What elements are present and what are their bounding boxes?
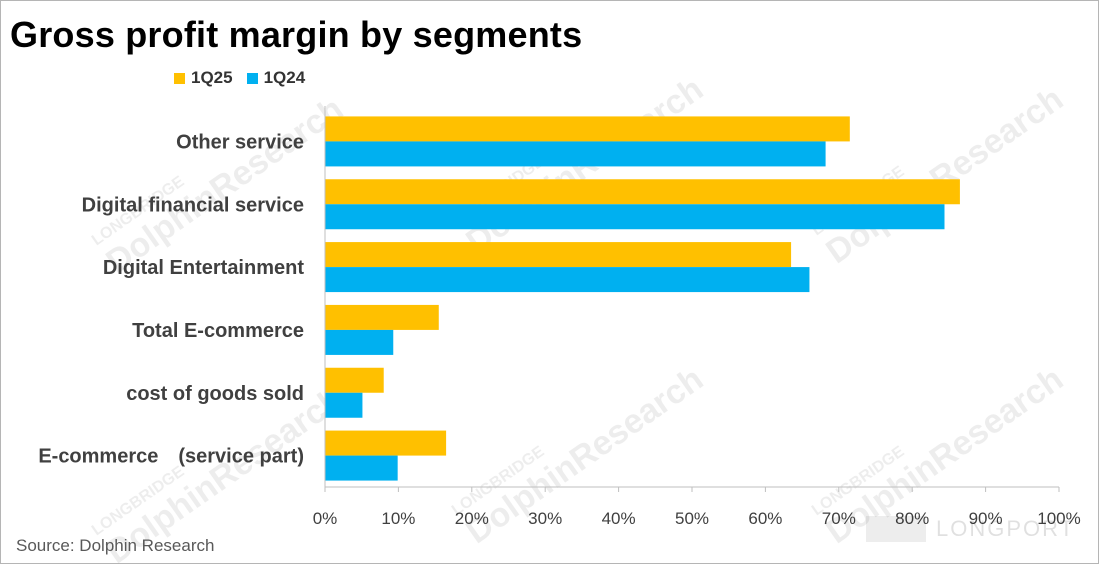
x-tick-label: 90%	[969, 509, 1003, 528]
legend-item-1q24: 1Q24	[246, 68, 306, 88]
x-tick-label: 10%	[381, 509, 415, 528]
bar-1q24-2	[325, 267, 810, 293]
source-note: Source: Dolphin Research	[16, 536, 215, 555]
bar-1q25-3	[325, 304, 439, 330]
x-tick-label: 100%	[1037, 509, 1080, 528]
logo-text: LONGPORT	[936, 516, 1076, 541]
category-label: cost of goods sold	[126, 383, 304, 405]
x-tick-label: 60%	[748, 509, 782, 528]
legend-swatch-1q24	[246, 72, 258, 84]
bar-1q25-4	[325, 367, 384, 393]
legend-swatch-1q25	[174, 72, 185, 84]
legend: 1Q25 1Q24	[174, 68, 305, 88]
x-tick-label: 0%	[313, 509, 338, 528]
legend-item-1q25: 1Q25	[174, 68, 233, 88]
longport-logo: LONGPORT	[866, 516, 1075, 542]
bar-1q24-3	[325, 329, 394, 355]
legend-label-1q24: 1Q24	[263, 68, 306, 87]
bar-1q24-5	[325, 455, 398, 481]
bar-1q25-5	[325, 430, 447, 456]
bar-1q25-1	[325, 179, 960, 205]
category-label: Digital Entertainment	[103, 257, 304, 279]
bar-1q25-2	[325, 242, 792, 268]
x-tick-label: 40%	[602, 509, 636, 528]
bar-1q24-0	[325, 141, 826, 167]
category-label: Other service	[176, 131, 304, 153]
x-tick-label: 50%	[675, 509, 709, 528]
bar-1q24-1	[325, 204, 945, 230]
x-tick-label: 20%	[455, 509, 489, 528]
x-tick-label: 80%	[895, 509, 929, 528]
category-label: Total E-commerce	[132, 320, 304, 342]
legend-label-1q25: 1Q25	[191, 68, 233, 87]
x-tick-label: 70%	[822, 509, 856, 528]
x-tick-label: 30%	[528, 509, 562, 528]
category-label: Digital financial service	[82, 194, 304, 216]
logo-box	[866, 516, 926, 542]
bar-1q24-4	[325, 392, 363, 418]
category-label: E-commerce (service part)	[38, 446, 304, 468]
chart-title: Gross profit margin by segments	[10, 14, 583, 55]
bar-1q25-0	[325, 116, 850, 142]
